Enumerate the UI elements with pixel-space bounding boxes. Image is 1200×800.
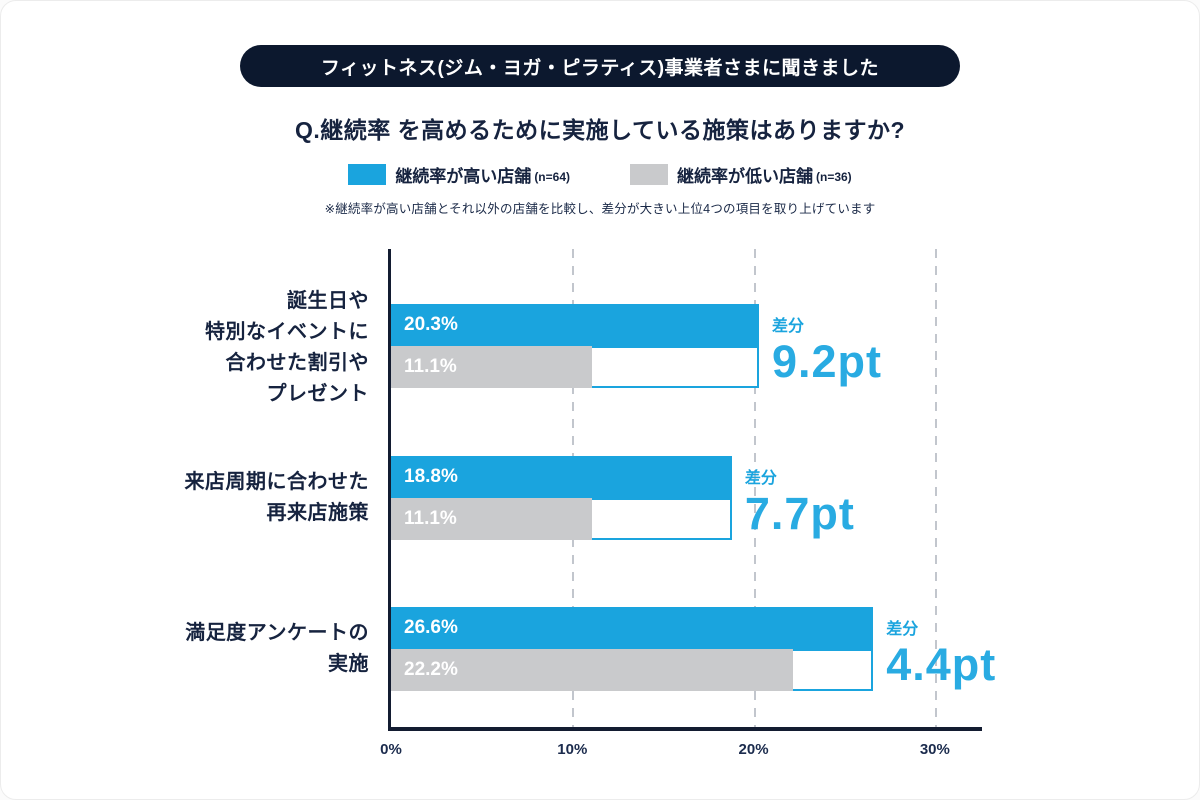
gridline-30pct xyxy=(934,249,937,727)
diff-box-revisit xyxy=(592,498,732,540)
category-label-birthday: 誕生日や 特別なイベントに 合わせた割引や プレゼント xyxy=(205,290,369,405)
bar-low-birthday: 11.1% xyxy=(391,346,593,388)
diff-annotation-birthday: 差分 9.2pt xyxy=(772,312,882,384)
bar-high-revisit: 18.8% xyxy=(391,456,732,498)
x-tick-0: 0% xyxy=(380,741,402,758)
legend-item-low: 継続率が低い店舗 (n=36) xyxy=(630,162,852,187)
legend: 継続率が高い店舗 (n=64) 継続率が低い店舗 (n=36) xyxy=(1,162,1199,187)
bar-low-revisit: 11.1% xyxy=(391,498,593,540)
x-tick-10: 10% xyxy=(557,741,588,758)
legend-n-high: (n=64) xyxy=(534,169,570,184)
diff-value-birthday: 9.2pt xyxy=(772,336,883,387)
bar-value-high-survey: 26.6% xyxy=(404,617,458,638)
diff-box-birthday xyxy=(592,346,759,388)
legend-label-high: 継続率が高い店舗 xyxy=(395,167,532,186)
diff-label-birthday: 差分 xyxy=(772,318,805,335)
legend-label-low: 継続率が低い店舗 xyxy=(677,167,813,186)
diff-annotation-survey: 差分 4.4pt xyxy=(886,615,996,687)
diff-label-revisit: 差分 xyxy=(744,470,777,487)
bar-low-survey: 22.2% xyxy=(391,649,794,691)
diff-annotation-revisit: 差分 7.7pt xyxy=(745,464,855,536)
plot-area: 20.3% 11.1% 差分 9.2pt 18.8% 11.1% 差分 7.7p… xyxy=(380,249,995,758)
footnote: ※継続率が高い店舗とそれ以外の店舗を比較し、差分が大きい上位4つの項目を取り上げ… xyxy=(324,202,876,216)
gridline-20pct xyxy=(753,249,756,727)
bar-value-high-revisit: 18.8% xyxy=(404,466,458,487)
x-tick-30: 30% xyxy=(919,741,950,758)
legend-n-low: (n=36) xyxy=(816,169,852,184)
bar-high-survey: 26.6% xyxy=(391,607,874,649)
banner-pill: フィットネス(ジム・ヨガ・ピラティス)事業者さまに聞きました xyxy=(240,45,960,87)
bar-value-high-birthday: 20.3% xyxy=(404,314,458,335)
bar-value-low-survey: 22.2% xyxy=(404,659,458,680)
y-axis-line xyxy=(388,249,391,729)
x-tick-20: 20% xyxy=(738,741,769,758)
page-title: Q.継続率 を高めるために実施している施策はありますか? xyxy=(294,117,906,143)
bar-high-birthday: 20.3% xyxy=(391,304,759,346)
legend-swatch-low xyxy=(630,164,668,185)
banner-text: フィットネス(ジム・ヨガ・ピラティス)事業者さまに聞きました xyxy=(320,57,880,79)
diff-value-revisit: 7.7pt xyxy=(744,488,855,539)
legend-swatch-high xyxy=(348,164,387,185)
x-axis-line xyxy=(388,727,982,731)
category-label-revisit: 来店周期に合わせた 再来店施策 xyxy=(184,471,369,524)
bar-value-low-revisit: 11.1% xyxy=(404,508,457,529)
diff-box-survey xyxy=(793,649,874,691)
diff-label-survey: 差分 xyxy=(886,621,919,638)
bar-value-low-birthday: 11.1% xyxy=(404,356,457,377)
legend-item-high: 継続率が高い店舗 (n=64) xyxy=(348,162,570,187)
category-label-survey: 満足度アンケートの 実施 xyxy=(185,622,369,675)
diff-value-survey: 4.4pt xyxy=(886,639,997,690)
